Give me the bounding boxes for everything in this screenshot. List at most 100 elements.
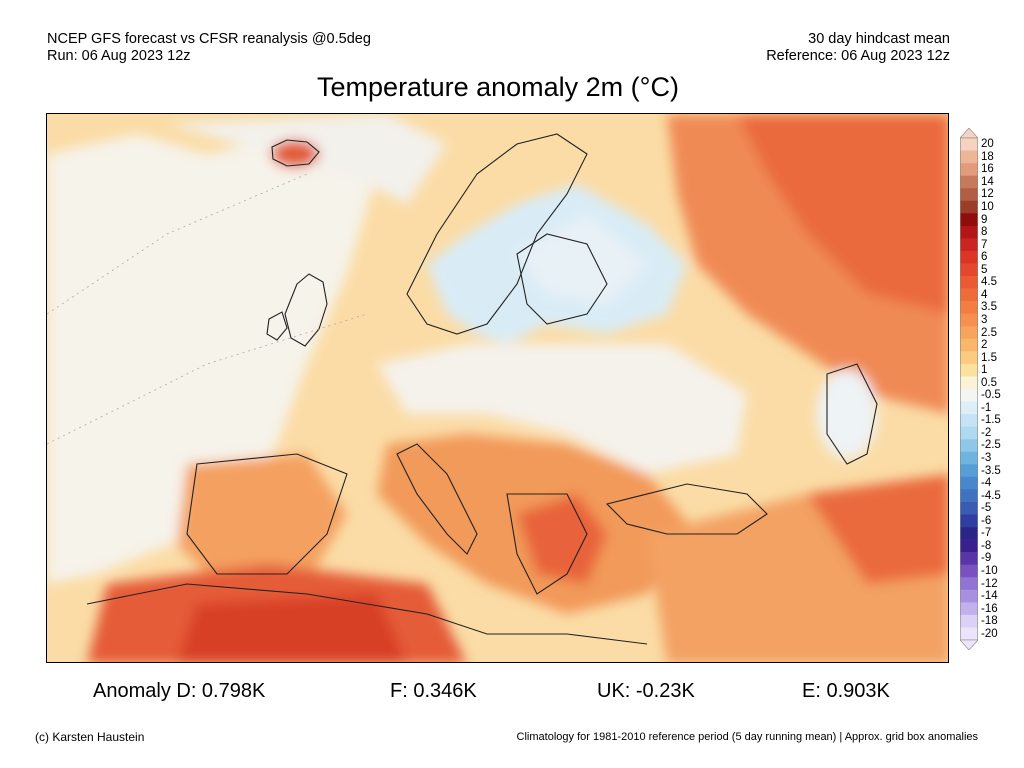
iceland-hotspot: [271, 140, 319, 168]
colorbar-tick-label: -2: [981, 426, 992, 439]
colorbar-tick-label: -1.5: [981, 414, 1001, 427]
central-europe-neutral: [377, 344, 747, 474]
graticule-line: [47, 173, 308, 315]
colorbar-graphic: [960, 128, 978, 650]
colorbar-tick-label: 2.5: [981, 326, 997, 339]
colorbar-top-arrow: [960, 128, 978, 139]
colorbar-swatch: [960, 238, 978, 252]
colorbar-swatch: [960, 263, 978, 277]
italy-coast: [396, 443, 478, 555]
colorbar-swatch: [960, 188, 978, 202]
map-title: Temperature anomaly 2m (°C): [317, 72, 679, 102]
credit-text: (c) Karsten Haustein: [35, 730, 145, 744]
colorbar-swatch: [960, 439, 978, 453]
colorbar-tick-label: -12: [981, 577, 998, 590]
reference-time: Reference: 06 Aug 2023 12z: [766, 48, 950, 64]
colorbar-swatch: [960, 602, 978, 616]
colorbar-tick-label: 14: [981, 175, 994, 188]
colorbar-tick-label: -5: [981, 502, 992, 515]
period-description: 30 day hindcast mean: [808, 31, 950, 47]
stat-anomaly-d: Anomaly D: 0.798K: [93, 680, 266, 702]
colorbar-labels: 20 18 16 14 12 10 9 8 7 6 5 4.5 4 3.5 3 2.5 2 1.5 1 0.5 -0.5…: [981, 128, 1024, 650]
colorbar-tick-label: -1: [981, 401, 992, 414]
colorbar-swatch: [960, 163, 978, 176]
colorbar-swatch: [960, 351, 978, 365]
colorbar-tick-label: 5: [981, 263, 988, 276]
colorbar-swatch: [960, 414, 978, 427]
north-africa-hot-core: [177, 594, 407, 662]
colorbar-tick-label: -2.5: [981, 439, 1001, 452]
colorbar-tick-label: 2: [981, 339, 988, 352]
colorbar-swatch: [960, 514, 978, 528]
colorbar-swatch: [960, 250, 978, 264]
run-time: Run: 06 Aug 2023 12z: [47, 48, 191, 64]
colorbar-tick-label: -8: [981, 539, 992, 552]
colorbar-tick-label: -14: [981, 590, 998, 603]
colorbar-swatch: [960, 552, 978, 565]
baltic-coast: [516, 233, 608, 325]
colorbar-tick-label: 8: [981, 226, 988, 239]
colorbar-tick-label: 3: [981, 313, 988, 326]
stat-europe: E: 0.903K: [802, 680, 890, 702]
colorbar-swatch: [960, 301, 978, 314]
baltic-neutral-zone: [517, 214, 647, 304]
colorbar-tick-label: -3: [981, 452, 992, 465]
iberia-coast: [186, 453, 348, 575]
colorbar-tick-label: 7: [981, 238, 988, 251]
colorbar-swatch: [960, 389, 978, 402]
colorbar-tick-label: 9: [981, 213, 988, 226]
colorbar-tick-label: -4: [981, 477, 992, 490]
scandinavia-coast: [406, 133, 588, 335]
anomaly-map: [46, 113, 949, 663]
colorbar-tick-label: 12: [981, 188, 994, 201]
coastlines: [86, 133, 878, 645]
colorbar-swatch: [960, 464, 978, 478]
colorbar-swatch: [960, 363, 978, 377]
colorbar-tick-label: -10: [981, 564, 998, 577]
balkans-hot-core: [517, 494, 607, 584]
header-right: 30 day hindcast mean Reference: 06 Aug 2…: [766, 31, 950, 65]
graticule: [47, 173, 368, 445]
colorbar-swatch: [960, 288, 978, 302]
colorbar-tick-label: -20: [981, 627, 998, 640]
colorbar-swatch: [960, 200, 978, 214]
map-canvas: [47, 114, 948, 662]
climatology-note: Climatology for 1981-2010 reference peri…: [516, 731, 978, 743]
colorbar-swatch: [960, 577, 978, 591]
colorbar-tick-label: 10: [981, 201, 994, 214]
colorbar-tick-label: -4.5: [981, 489, 1001, 502]
colorbar-tick-label: 0.5: [981, 376, 997, 389]
colorbar-swatch: [960, 338, 978, 352]
caspian-neutral-patch: [817, 369, 877, 459]
colorbar-tick-label: -3.5: [981, 464, 1001, 477]
stat-france: F: 0.346K: [390, 680, 477, 702]
colorbar-swatch: [960, 451, 978, 465]
header-left: NCEP GFS forecast vs CFSR reanalysis @0.…: [47, 31, 371, 65]
britain-coast: [284, 273, 328, 347]
colorbar-tick-label: 18: [981, 150, 994, 163]
colorbar-swatch: [960, 564, 978, 578]
colorbar-swatch: [960, 313, 978, 327]
stat-uk: UK: -0.23K: [597, 680, 695, 702]
north-africa-coast: [86, 583, 648, 645]
colorbar-swatch: [960, 150, 978, 164]
colorbar-swatch: [960, 138, 978, 151]
colorbar-swatch: [960, 175, 978, 189]
colorbar-swatch: [960, 376, 978, 390]
colorbar-swatch: [960, 225, 978, 239]
colorbar: [960, 128, 978, 650]
colorbar-bottom-arrow: [960, 639, 978, 650]
colorbar-tick-label: -9: [981, 552, 992, 565]
colorbar-tick-label: -18: [981, 615, 998, 628]
colorbar-tick-label: -16: [981, 602, 998, 615]
caucasus-hot-zone: [807, 474, 948, 584]
balkan-coast: [506, 493, 588, 595]
caspian-coast: [826, 363, 878, 465]
colorbar-swatch: [960, 276, 978, 289]
colorbar-swatch: [960, 476, 978, 490]
colorbar-swatch: [960, 527, 978, 540]
model-description: NCEP GFS forecast vs CFSR reanalysis @0.…: [47, 31, 371, 47]
colorbar-swatch: [960, 627, 978, 641]
iceland-coast: [271, 139, 320, 167]
black-sea-coast: [605, 483, 768, 535]
